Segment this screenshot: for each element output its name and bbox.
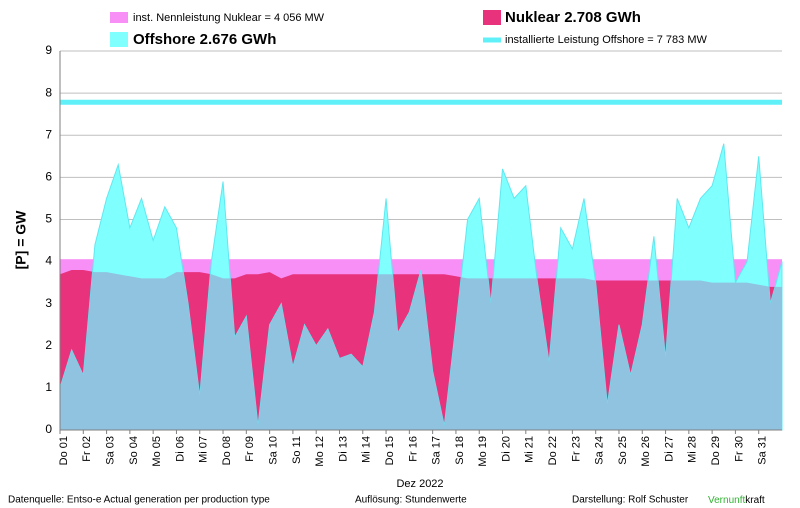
x-tick-label: Do 08	[221, 436, 233, 465]
x-tick-label: Di 27	[663, 436, 675, 462]
x-tick-label: Mo 05	[151, 436, 163, 467]
x-tick-label: Fr 09	[244, 436, 256, 462]
resolution: Auflösung: Stundenwerte	[355, 495, 467, 506]
x-tick-label: Di 06	[174, 436, 186, 462]
legend-label: Nuklear 2.708 GWh	[505, 9, 641, 26]
x-tick-label: Sa 03	[104, 436, 116, 465]
author: Darstellung: Rolf Schuster	[572, 495, 689, 506]
y-tick-label: 0	[45, 422, 52, 436]
y-tick-label: 8	[45, 85, 52, 99]
y-tick-label: 7	[45, 127, 52, 141]
x-axis-label: Dez 2022	[396, 478, 443, 490]
x-tick-label: Do 15	[384, 436, 396, 465]
x-tick-label: Sa 10	[268, 436, 280, 465]
x-tick-label: Mo 12	[314, 436, 326, 467]
x-tick-label: Mi 07	[198, 436, 210, 463]
y-tick-label: 5	[45, 212, 52, 226]
x-tick-label: Fr 02	[81, 436, 93, 462]
x-tick-label: Do 22	[547, 436, 559, 465]
brand-black: kraft	[745, 495, 765, 506]
legend-label: Offshore 2.676 GWh	[133, 31, 276, 48]
y-tick-label: 3	[45, 296, 52, 310]
y-tick-label: 2	[45, 338, 52, 352]
x-tick-label: So 04	[128, 436, 140, 465]
y-tick-label: 6	[45, 170, 52, 184]
x-tick-label: Sa 24	[594, 436, 606, 465]
x-tick-label: Mo 19	[477, 436, 489, 467]
y-tick-label: 9	[45, 43, 52, 57]
legend-label: installierte Leistung Offshore = 7 783 M…	[505, 34, 707, 46]
plot-area	[59, 50, 783, 431]
legend-label: inst. Nennleistung Nuklear = 4 056 MW	[133, 12, 325, 24]
x-tick-label: Di 20	[500, 436, 512, 462]
legend-swatch	[110, 32, 128, 47]
x-tick-label: So 18	[454, 436, 466, 465]
x-tick-label: Sa 17	[431, 436, 443, 465]
source: Datenquelle: Entso-e Actual generation p…	[8, 495, 270, 506]
y-axis-label: [P] = GW	[13, 210, 29, 270]
brand: Vernunftkraft	[708, 495, 765, 506]
x-tick-label: Fr 30	[733, 436, 745, 462]
x-tick-label: Do 29	[710, 436, 722, 465]
x-tick-label: Fr 16	[407, 436, 419, 462]
x-tick-label: Do 01	[58, 436, 70, 465]
x-tick-label: So 11	[291, 436, 303, 464]
legend-swatch	[110, 12, 128, 23]
brand-green: Vernunft	[708, 495, 745, 506]
x-tick-label: So 25	[617, 436, 629, 465]
x-tick-label: Mi 21	[524, 436, 536, 463]
overlap-area	[60, 269, 782, 430]
x-tick-label: Fr 23	[570, 436, 582, 462]
x-tick-label: Mi 28	[687, 436, 699, 463]
x-tick-label: Sa 31	[757, 436, 769, 465]
x-tick-label: Mi 14	[361, 436, 373, 463]
legend-swatch	[483, 10, 501, 25]
x-tick-label: Mo 26	[640, 436, 652, 467]
y-tick-label: 1	[45, 380, 52, 394]
y-tick-label: 4	[45, 254, 52, 268]
x-tick-label: Di 13	[337, 436, 349, 462]
